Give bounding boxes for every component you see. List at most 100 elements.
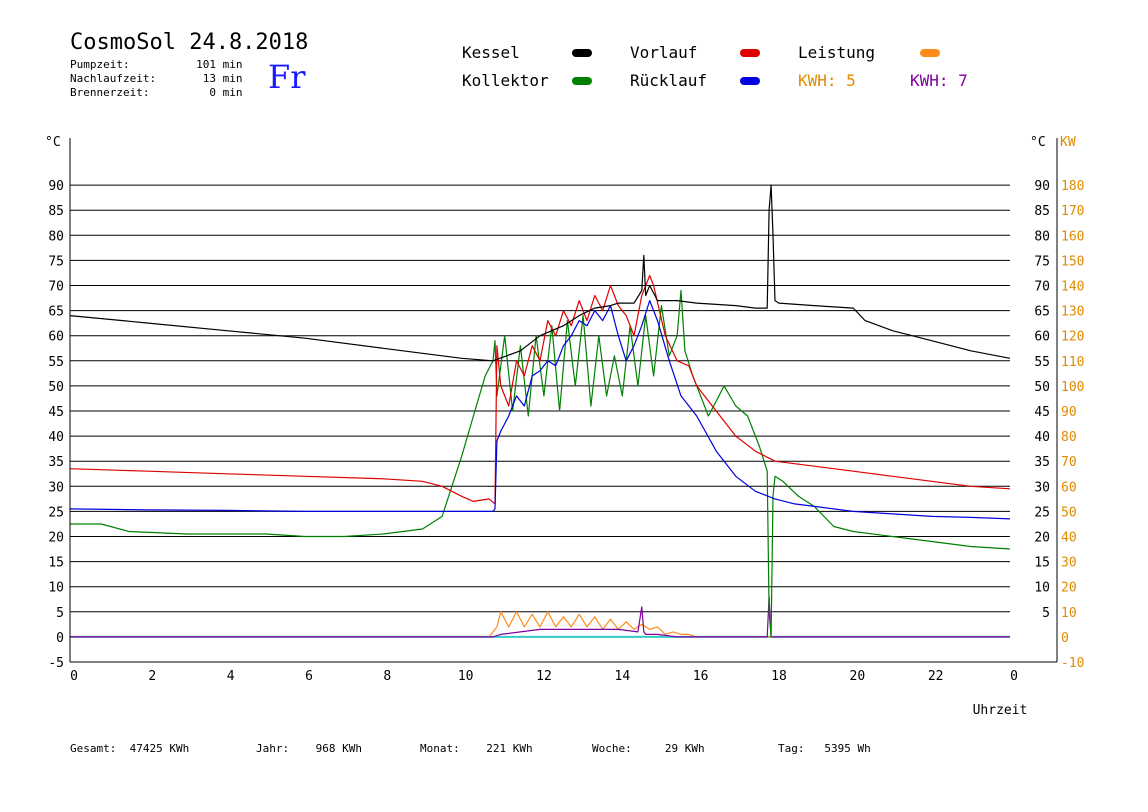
y-tick-left-25: 25 bbox=[48, 505, 64, 520]
y2-tick-160: 160 bbox=[1061, 229, 1084, 244]
y-tick-left-60: 60 bbox=[48, 330, 64, 345]
x-tick-6: 12 bbox=[536, 669, 552, 684]
stat-pumpzeit: Pumpzeit: 101 min bbox=[70, 58, 243, 71]
series-ruecklauf bbox=[69, 300, 1011, 520]
legend-kollektor-swatch bbox=[572, 77, 592, 85]
footer-woche: Woche: 29 KWh bbox=[592, 742, 705, 755]
y-tick-left-0: 0 bbox=[56, 631, 64, 646]
legend-leistung-swatch bbox=[920, 49, 940, 57]
y-tick-right-60: 60 bbox=[1034, 330, 1050, 345]
y2-tick-110: 110 bbox=[1061, 355, 1084, 370]
y-tick-left-70: 70 bbox=[48, 280, 64, 295]
x-tick-9: 18 bbox=[771, 669, 787, 684]
legend-ruecklauf-swatch bbox=[740, 77, 760, 85]
x-tick-8: 16 bbox=[693, 669, 709, 684]
legend-kwh-2: KWH: 7 bbox=[910, 71, 968, 90]
stat-brennerzeit: Brennerzeit: 0 min bbox=[70, 86, 243, 99]
y-tick-left-85: 85 bbox=[48, 204, 64, 219]
footer-jahr: Jahr: 968 KWh bbox=[256, 742, 362, 755]
y-tick-right-85: 85 bbox=[1034, 204, 1050, 219]
y2-tick-170: 170 bbox=[1061, 204, 1084, 219]
y2-tick-80: 80 bbox=[1061, 430, 1077, 445]
legend-vorlauf-swatch bbox=[740, 49, 760, 57]
y-label-left: °C bbox=[45, 135, 61, 150]
footer-tag: Tag: 5395 Wh bbox=[778, 742, 871, 755]
x-tick-5: 10 bbox=[458, 669, 474, 684]
y-tick-right-20: 20 bbox=[1034, 531, 1050, 546]
y2-tick-130: 130 bbox=[1061, 305, 1084, 320]
y2-tick-60: 60 bbox=[1061, 480, 1077, 495]
y-tick-left-10: 10 bbox=[48, 581, 64, 596]
series-kwh bbox=[70, 596, 1010, 638]
y-tick-right-15: 15 bbox=[1034, 556, 1050, 571]
weekday-label: Fr bbox=[268, 58, 306, 96]
legend-vorlauf-label: Vorlauf bbox=[630, 43, 698, 62]
x-tick-2: 4 bbox=[227, 669, 235, 684]
y-label-right-kw: KW bbox=[1060, 135, 1076, 150]
y2-tick-90: 90 bbox=[1061, 405, 1077, 420]
y-tick-left--5: -5 bbox=[48, 656, 64, 671]
y-tick-right-25: 25 bbox=[1034, 505, 1050, 520]
y-tick-left-15: 15 bbox=[48, 556, 64, 571]
legend-kessel-label: Kessel bbox=[462, 43, 520, 62]
y2-tick-140: 140 bbox=[1061, 280, 1084, 295]
legend-leistung-label: Leistung bbox=[798, 43, 876, 62]
y-tick-right-45: 45 bbox=[1034, 405, 1050, 420]
y2-tick-20: 20 bbox=[1061, 581, 1077, 596]
x-tick-3: 6 bbox=[305, 669, 313, 684]
y-tick-left-35: 35 bbox=[48, 455, 64, 470]
y-tick-right-70: 70 bbox=[1034, 280, 1050, 295]
x-tick-12: 0 bbox=[1010, 669, 1018, 684]
y-tick-left-80: 80 bbox=[48, 229, 64, 244]
x-tick-11: 22 bbox=[928, 669, 944, 684]
y2-tick-0: 0 bbox=[1061, 631, 1069, 646]
legend-kessel-swatch bbox=[572, 49, 592, 57]
y-tick-left-50: 50 bbox=[48, 380, 64, 395]
y-label-right: °C bbox=[1030, 135, 1046, 150]
chart-series bbox=[69, 184, 1011, 638]
series-vorlauf bbox=[69, 274, 1011, 505]
y-tick-left-75: 75 bbox=[48, 254, 64, 269]
y-tick-left-45: 45 bbox=[48, 405, 64, 420]
legend-kwh-1: KWH: 5 bbox=[798, 71, 856, 90]
chart-axes bbox=[69, 138, 1058, 663]
x-axis-label: Uhrzeit bbox=[973, 703, 1028, 718]
footer-monat: Monat: 221 KWh bbox=[420, 742, 533, 755]
y2-tick-30: 30 bbox=[1061, 556, 1077, 571]
y-tick-right-75: 75 bbox=[1034, 254, 1050, 269]
y2-tick-150: 150 bbox=[1061, 254, 1084, 269]
series-kessel bbox=[69, 184, 1011, 362]
legend-ruecklauf-label: Rücklauf bbox=[630, 71, 708, 90]
y2-tick-70: 70 bbox=[1061, 455, 1077, 470]
y-tick-right-90: 90 bbox=[1034, 179, 1050, 194]
y-tick-right-80: 80 bbox=[1034, 229, 1050, 244]
y-tick-right-55: 55 bbox=[1034, 355, 1050, 370]
footer-gesamt: Gesamt: 47425 KWh bbox=[70, 742, 190, 755]
chart-title: CosmoSol 24.8.2018 bbox=[70, 30, 309, 55]
y2-tick-120: 120 bbox=[1061, 330, 1084, 345]
x-tick-7: 14 bbox=[615, 669, 631, 684]
x-tick-1: 2 bbox=[148, 669, 156, 684]
y-tick-left-90: 90 bbox=[48, 179, 64, 194]
y2-tick--10: -10 bbox=[1061, 656, 1084, 671]
y-tick-left-5: 5 bbox=[56, 606, 64, 621]
y-tick-left-30: 30 bbox=[48, 480, 64, 495]
x-tick-10: 20 bbox=[850, 669, 866, 684]
y-tick-right-50: 50 bbox=[1034, 380, 1050, 395]
y-tick-right-30: 30 bbox=[1034, 480, 1050, 495]
y-tick-right-5: 5 bbox=[1042, 606, 1050, 621]
y-tick-left-20: 20 bbox=[48, 531, 64, 546]
y-tick-right-40: 40 bbox=[1034, 430, 1050, 445]
series-leistung bbox=[70, 611, 1010, 638]
chart-labels: -505101520253035404550556065707580859051… bbox=[45, 135, 1084, 718]
y-tick-left-65: 65 bbox=[48, 305, 64, 320]
y-tick-right-10: 10 bbox=[1034, 581, 1050, 596]
x-tick-4: 8 bbox=[383, 669, 391, 684]
y-tick-left-40: 40 bbox=[48, 430, 64, 445]
y2-tick-40: 40 bbox=[1061, 531, 1077, 546]
chart-grid bbox=[70, 184, 1010, 638]
y2-tick-100: 100 bbox=[1061, 380, 1084, 395]
y-tick-left-55: 55 bbox=[48, 355, 64, 370]
x-tick-0: 0 bbox=[70, 669, 78, 684]
